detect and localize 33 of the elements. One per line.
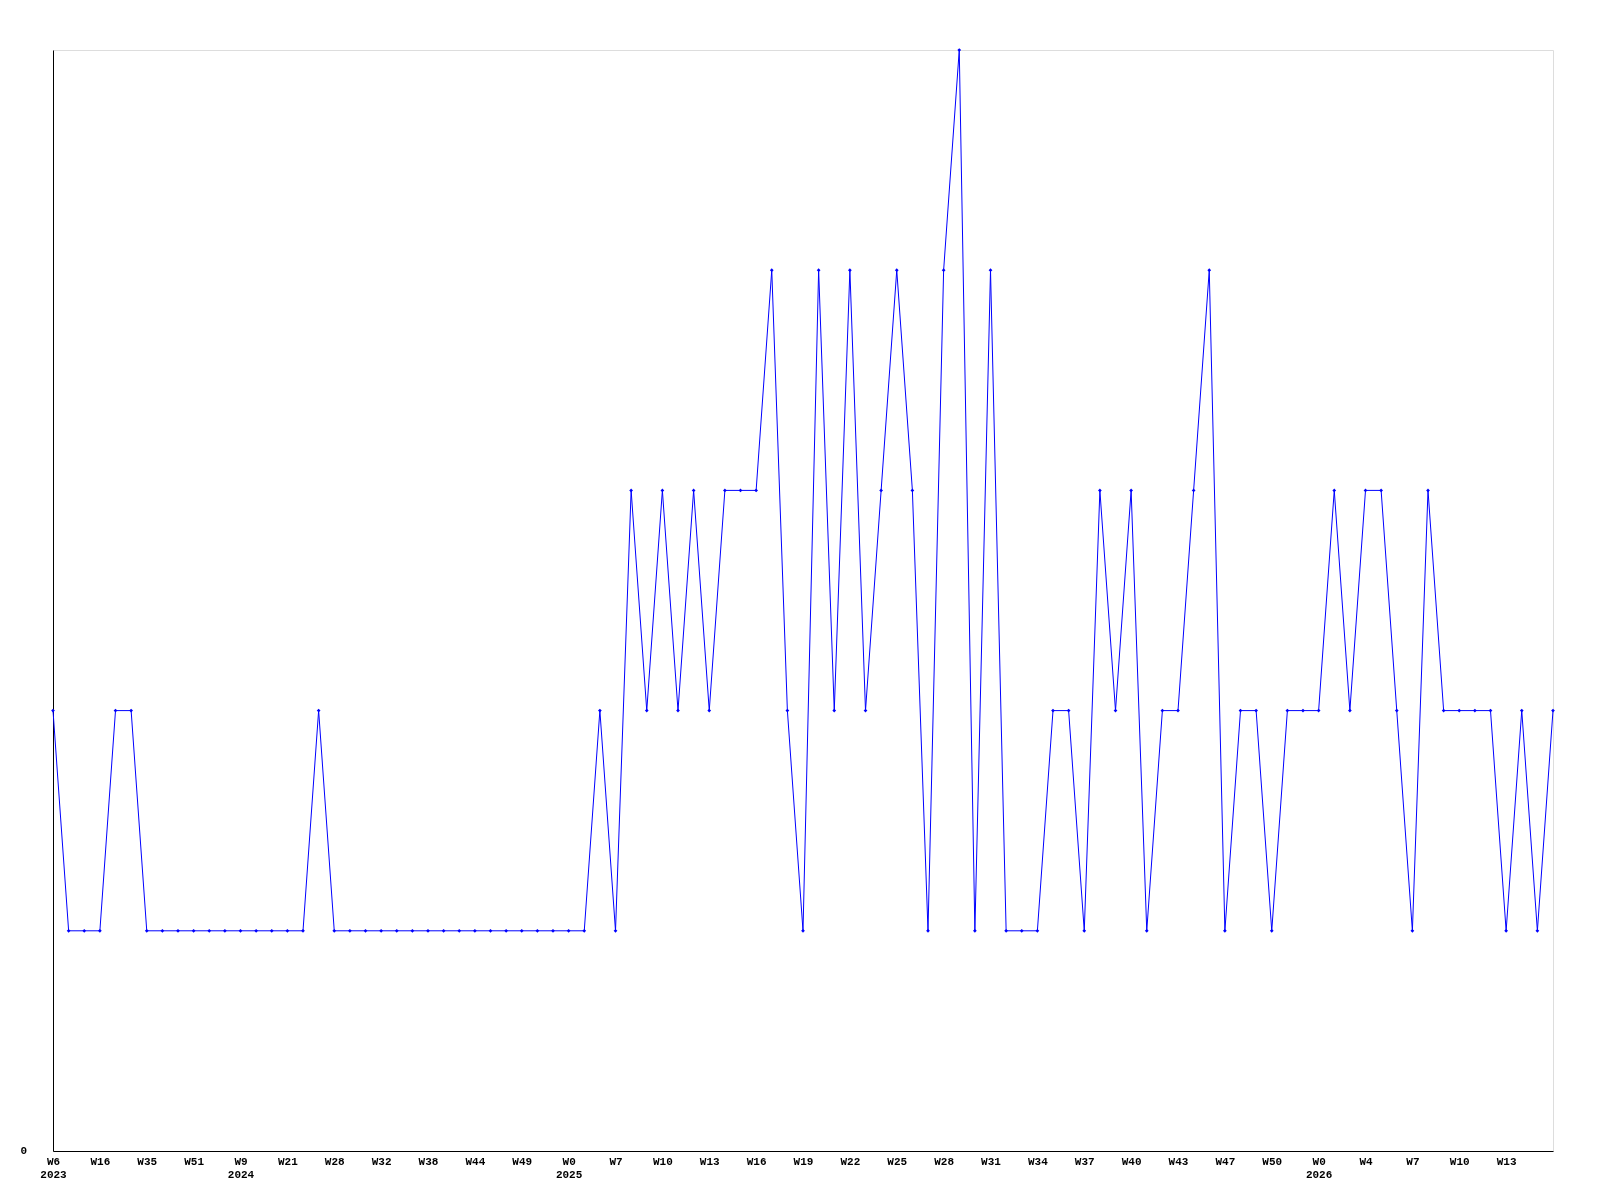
x-tick-label: W51 (184, 1155, 205, 1168)
x-tick-label: W43 (1168, 1155, 1189, 1168)
x-tick-label: W13 (1496, 1155, 1517, 1168)
x-tick-label: W28 (324, 1155, 346, 1168)
x-tick-label: W4 (1359, 1155, 1373, 1168)
x-tick-label: W32 (371, 1155, 392, 1168)
text: 0 (20, 1145, 27, 1157)
x-tick-label: W13 (699, 1155, 721, 1168)
x-tick-label: W49 (512, 1155, 533, 1168)
x-tick-label: W21 (277, 1155, 299, 1168)
x-tick-label: W16 (746, 1155, 767, 1168)
x-tick-label: W50 (1262, 1155, 1283, 1168)
x-tick-label: W9 2024 (227, 1155, 255, 1181)
x-tick-label: W38 (418, 1155, 439, 1168)
x-tick-label: W28 (934, 1155, 955, 1168)
x-tick-label: W35 (137, 1155, 158, 1168)
x-tick-label: W16 (90, 1155, 111, 1168)
x-tick-label: W6 2023 (40, 1155, 68, 1181)
x-tick-label: W7 (1406, 1155, 1420, 1168)
x-tick-label: W34 (1027, 1155, 1049, 1168)
x-tick-label: W44 (465, 1155, 486, 1168)
x-tick-label: W0 2025 (555, 1155, 583, 1181)
x-tick-label: W37 (1074, 1155, 1095, 1168)
x-tick-label: W25 (887, 1155, 908, 1168)
x-tick-label: W10 (1449, 1155, 1470, 1168)
x-tick-label: W19 (793, 1155, 814, 1168)
x-tick-label: W0 2026 (1305, 1155, 1333, 1181)
x-tick-label: W22 (840, 1155, 861, 1168)
x-tick-label: W40 (1121, 1155, 1142, 1168)
x-tick-label: W47 (1215, 1155, 1236, 1168)
x-tick-label: W7 (609, 1155, 623, 1168)
x-tick-label: W31 (981, 1155, 1002, 1168)
x-tick-label: W10 (652, 1155, 673, 1168)
